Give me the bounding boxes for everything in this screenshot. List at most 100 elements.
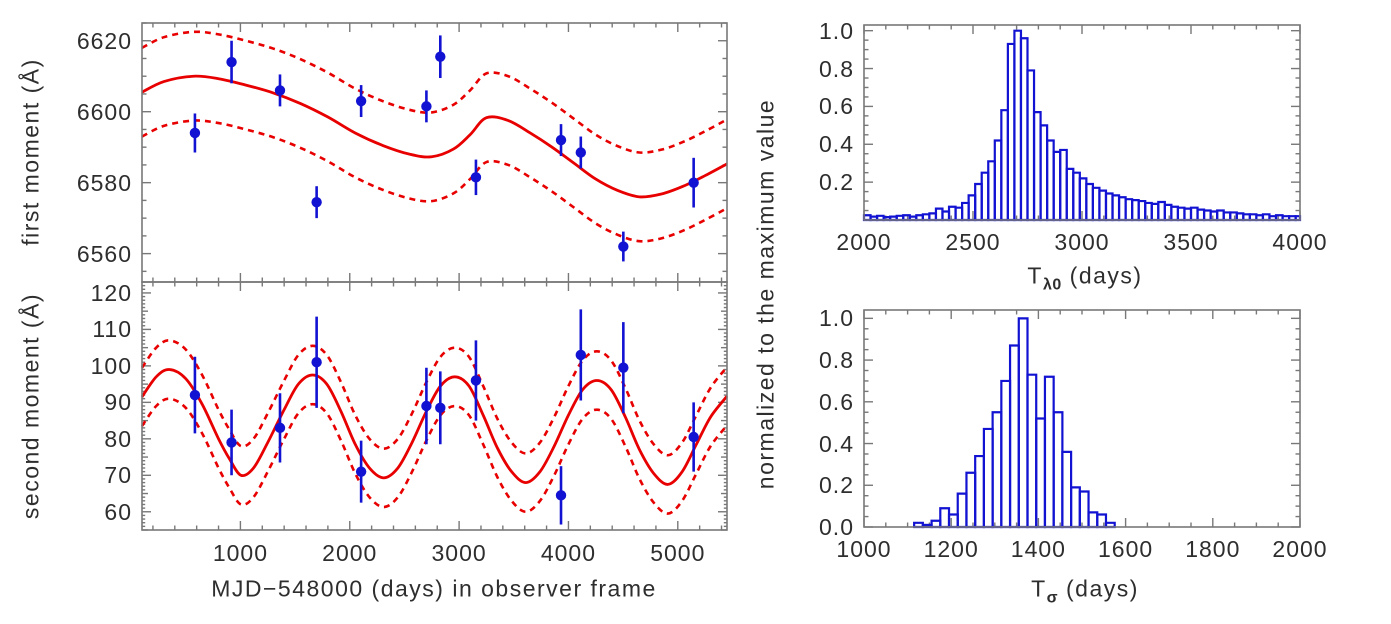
histogram-bin — [991, 411, 1003, 529]
histogram-bin — [1078, 490, 1090, 529]
panel-frame — [141, 281, 728, 531]
histogram-bin — [1026, 373, 1038, 529]
y-tick-label: 90 — [104, 389, 132, 416]
data-point — [274, 422, 286, 434]
x-tick-label: 1000 — [836, 536, 892, 562]
y-tick-label: 1.0 — [819, 17, 854, 44]
data-point — [618, 362, 629, 373]
data-point — [421, 400, 432, 412]
histogram-bin — [1087, 511, 1099, 529]
histogram-bin — [956, 492, 968, 529]
y-tick-label: 0.2 — [819, 169, 854, 196]
y-tick-label: 100 — [90, 352, 132, 379]
histogram-bin — [1000, 379, 1012, 529]
y-tick-label: 120 — [90, 279, 132, 306]
t-sigma-subscript: σ — [1046, 589, 1059, 607]
data-point — [555, 490, 567, 501]
histogram-bin — [1008, 344, 1020, 529]
t-lambda0-base: T — [1027, 262, 1043, 289]
x-tick-label: 1400 — [1010, 536, 1066, 562]
y-tick-label: 80 — [104, 425, 132, 452]
data-point — [575, 349, 587, 361]
y-tick-label: 60 — [104, 498, 132, 525]
panel-frame — [863, 309, 1301, 528]
y-tick-label: 6600 — [76, 98, 132, 125]
x-tick-label: 1200 — [923, 536, 979, 562]
panel-T-sigma-distribution — [863, 309, 1301, 529]
model-curve — [140, 368, 729, 486]
x-tick-label: 2000 — [836, 229, 892, 255]
y-tick-label: 0.8 — [819, 347, 854, 374]
x-axis-title-t-sigma: Tσ (days) — [1031, 575, 1139, 606]
histogram-bin — [1017, 317, 1029, 529]
y-tick-label: 110 — [92, 316, 132, 343]
x-axis-title-mjd: MJD−548000 (days) in observer frame — [211, 575, 657, 602]
data-point — [435, 51, 446, 62]
y-tick-label: 0.4 — [819, 131, 854, 158]
data-point — [688, 177, 699, 188]
x-tick-label: 5000 — [650, 540, 706, 566]
histogram-bin — [1070, 486, 1081, 529]
histogram-bin — [930, 519, 942, 529]
t-sigma-units: (days) — [1058, 575, 1139, 602]
data-point — [189, 389, 201, 401]
x-axis-title-t-lambda0: Tλ0 (days) — [1027, 262, 1143, 293]
y-tick-label: 70 — [104, 462, 132, 489]
x-tick-label: 2000 — [322, 540, 378, 566]
histogram-bin — [939, 507, 951, 529]
t-lambda0-subscript: λ0 — [1042, 276, 1062, 294]
data-point — [470, 375, 482, 386]
data-point — [355, 95, 367, 107]
histogram-bin — [965, 471, 977, 529]
y-axis-title-first-moment: first moment (Å) — [17, 58, 44, 246]
data-point — [274, 85, 286, 96]
data-point — [311, 196, 322, 208]
model-lower-band — [140, 397, 729, 515]
data-point — [355, 466, 367, 477]
y-tick-label: 6620 — [76, 27, 132, 54]
x-tick-label: 3000 — [431, 540, 487, 566]
histogram-bin — [1043, 375, 1055, 529]
model-lower-band — [141, 119, 728, 243]
histogram-bin — [1035, 417, 1047, 529]
y-tick-label: 6560 — [76, 240, 132, 267]
model-upper-band — [141, 30, 728, 154]
data-point — [575, 147, 587, 158]
panel-T-lambda0-distribution — [862, 24, 1302, 222]
histogram-bin — [1061, 450, 1073, 529]
y-tick-label: 0.2 — [819, 472, 854, 499]
model-upper-band — [140, 339, 729, 457]
data-point — [435, 402, 446, 414]
t-lambda0-units: (days) — [1061, 262, 1143, 289]
x-tick-label: 1000 — [212, 540, 268, 566]
panel-frame — [863, 24, 1301, 221]
data-point — [226, 56, 237, 68]
y-tick-label: 0.6 — [819, 388, 854, 415]
y-tick-label: 0.6 — [819, 93, 854, 120]
y-tick-label: 0.8 — [819, 55, 854, 82]
x-tick-label: 1600 — [1098, 536, 1154, 562]
histogram-bin — [982, 427, 994, 529]
y-tick-label: 0.4 — [819, 430, 854, 457]
x-tick-label: 3500 — [1163, 229, 1219, 255]
y-axis-title-second-moment: second moment (Å) — [17, 292, 44, 520]
data-point — [555, 134, 567, 146]
histogram-bin — [1096, 513, 1108, 529]
y-axis-title-normalized: normalized to the maximum value — [752, 98, 779, 490]
x-tick-label: 4000 — [1272, 229, 1328, 255]
y-tick-label: 6580 — [76, 169, 132, 196]
model-curve — [141, 74, 728, 199]
data-point — [311, 357, 322, 368]
x-tick-label: 3000 — [1054, 229, 1110, 255]
panel-second-moment-vs-time — [140, 281, 729, 531]
data-point — [688, 431, 699, 443]
x-tick-label: 2000 — [1272, 536, 1328, 562]
data-point — [470, 172, 482, 183]
data-point — [618, 241, 629, 252]
y-tick-label: 1.0 — [819, 305, 854, 332]
t-sigma-base: T — [1031, 575, 1047, 602]
histogram-bin — [974, 454, 985, 529]
data-point — [189, 127, 201, 139]
panel-first-moment-vs-time — [141, 22, 728, 283]
